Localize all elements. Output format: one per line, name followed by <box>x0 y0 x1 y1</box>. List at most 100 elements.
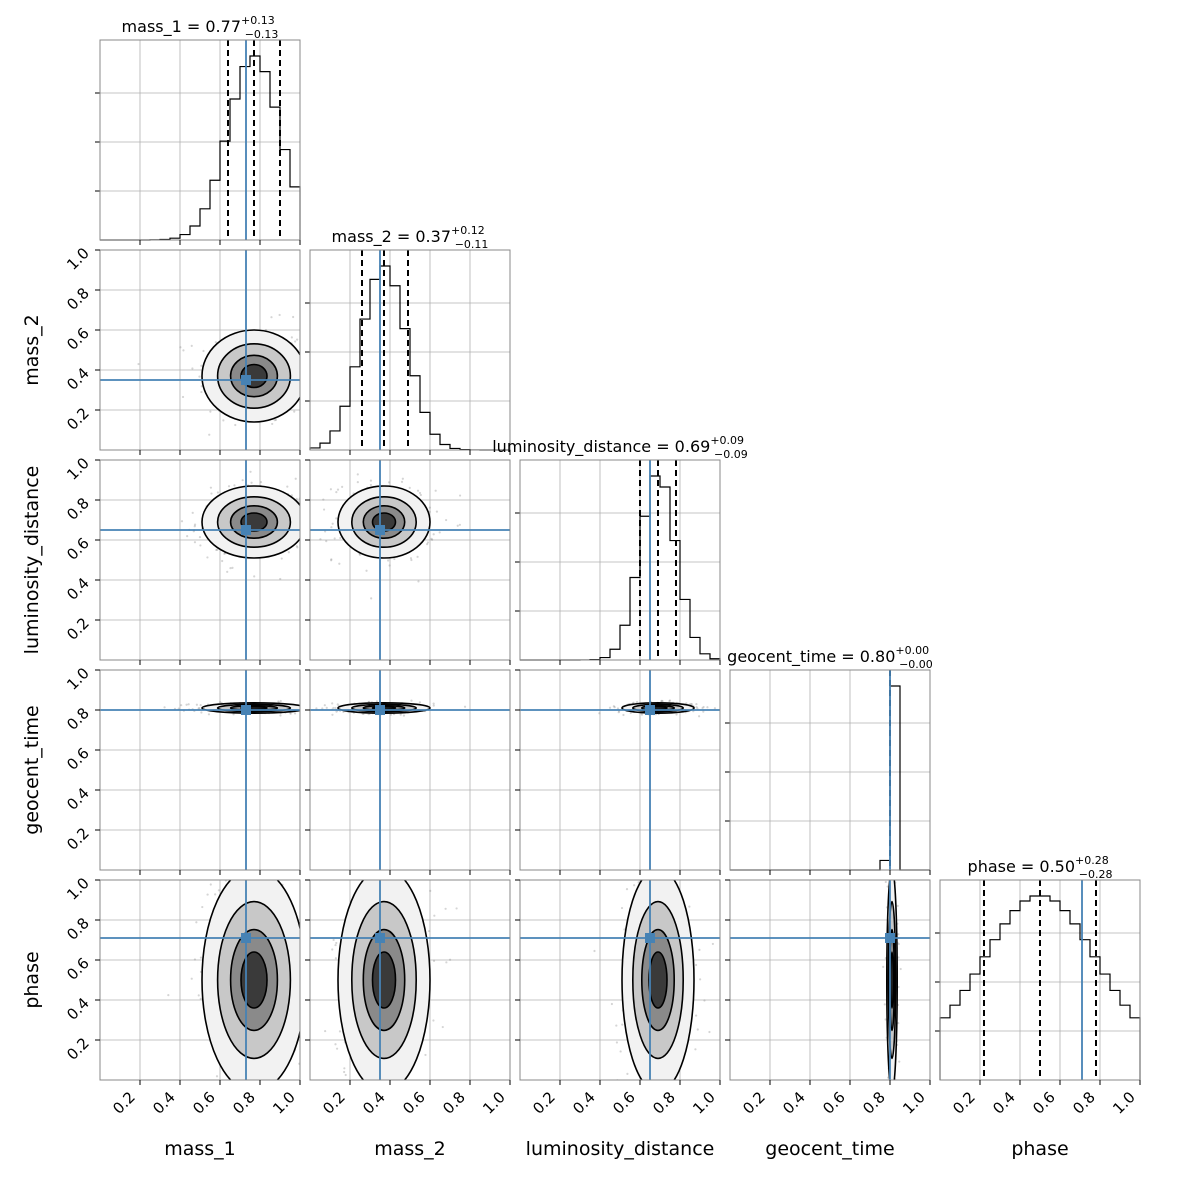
sample-point <box>268 1087 270 1089</box>
sample-point <box>445 518 448 522</box>
sample-point <box>231 566 234 569</box>
sample-point <box>209 410 212 413</box>
sample-point <box>321 707 324 710</box>
sample-point <box>660 700 663 703</box>
sample-point <box>336 488 340 491</box>
sample-point <box>684 843 686 845</box>
sample-point <box>893 1106 895 1108</box>
x-tick-label: 0.4 <box>779 1088 809 1118</box>
sample-point <box>888 1108 890 1110</box>
sample-point <box>257 1123 259 1125</box>
sample-point <box>321 380 323 382</box>
sample-point <box>354 810 356 812</box>
sample-point <box>418 701 422 704</box>
sample-point <box>325 1033 327 1035</box>
sample-point <box>292 315 295 319</box>
sample-point <box>432 533 435 536</box>
truth-marker <box>241 933 251 943</box>
sample-point <box>215 1075 219 1078</box>
sample-point <box>202 349 205 353</box>
sample-point <box>273 419 276 422</box>
sample-point <box>290 876 292 878</box>
panel-frame <box>519 669 721 871</box>
sample-point <box>274 418 278 421</box>
truth-marker <box>241 375 251 385</box>
sample-point <box>207 1114 209 1116</box>
sample-point <box>615 1024 618 1027</box>
sample-point <box>417 580 420 583</box>
sample-point <box>646 1121 648 1123</box>
sample-point <box>706 706 709 709</box>
sample-point <box>897 1021 900 1025</box>
sample-point <box>190 344 193 347</box>
panel-frame <box>309 249 511 451</box>
sample-point <box>653 877 655 879</box>
sample-point <box>279 577 282 581</box>
sample-point <box>376 873 378 875</box>
sample-point <box>303 1069 305 1071</box>
sample-point <box>187 703 190 706</box>
y-axis-label-geocent_time: geocent_time <box>21 705 43 834</box>
panel-phase-vs-luminosity_distance: 0.2 0.4 0.6 0.8 1.0 <box>515 843 721 1123</box>
sample-point <box>890 875 892 877</box>
sample-point <box>432 704 435 707</box>
sample-point <box>241 479 244 482</box>
sample-point <box>246 872 248 874</box>
density-contour <box>889 951 895 1009</box>
sample-point <box>200 364 203 367</box>
sample-point <box>180 520 184 523</box>
sample-point <box>342 710 345 714</box>
sample-point <box>695 1014 698 1017</box>
sample-point <box>315 707 318 710</box>
sample-point <box>344 1073 347 1077</box>
sample-point <box>193 523 197 526</box>
sample-point <box>701 706 704 710</box>
panel-frame <box>519 459 721 661</box>
sample-point <box>620 906 624 910</box>
sample-point <box>897 933 900 936</box>
sample-point <box>215 548 218 552</box>
sample-point <box>892 854 894 856</box>
sample-point <box>331 948 334 951</box>
histogram-mass_1 <box>100 55 301 241</box>
sample-point <box>883 1003 886 1006</box>
panel-mass_2-vs-mass_1: 0.2 0.4 0.6 0.8 1.0 <box>63 244 323 455</box>
sample-point <box>633 884 636 887</box>
x-tick-label: 0.4 <box>149 1088 179 1118</box>
sample-point <box>335 941 338 945</box>
sample-point <box>598 712 601 715</box>
sample-point <box>343 1067 346 1070</box>
sample-point <box>199 544 202 547</box>
sample-point <box>885 870 887 872</box>
sample-point <box>891 865 893 867</box>
sample-point <box>332 938 335 942</box>
sample-point <box>294 1083 296 1085</box>
sample-point <box>458 494 462 497</box>
x-tick-label: 1.0 <box>1109 1088 1139 1118</box>
x-tick-label: 0.8 <box>439 1088 469 1118</box>
sample-point <box>233 484 236 487</box>
sample-point <box>209 486 213 489</box>
sample-point <box>897 864 899 866</box>
sample-point <box>322 508 326 511</box>
sample-point <box>891 1129 893 1131</box>
sample-point <box>319 538 322 541</box>
sample-point <box>894 877 896 879</box>
x-tick-label: 0.2 <box>739 1088 769 1118</box>
sample-point <box>195 703 198 706</box>
x-tick-label: 0.8 <box>229 1088 259 1118</box>
panel-luminosity_distance-vs-luminosity_distance <box>515 459 721 665</box>
sample-point <box>627 1117 629 1119</box>
sample-point <box>898 1060 901 1063</box>
sample-point <box>301 370 303 372</box>
sample-point <box>694 1048 697 1051</box>
sample-point <box>448 958 452 961</box>
sample-point <box>388 564 391 567</box>
sample-point <box>336 703 339 706</box>
sample-point <box>369 479 373 482</box>
y-axis-label-luminosity_distance: luminosity_distance <box>21 466 43 655</box>
sample-point <box>338 562 341 565</box>
sample-point <box>305 563 307 565</box>
sample-point <box>335 491 338 494</box>
sample-point <box>409 557 413 560</box>
